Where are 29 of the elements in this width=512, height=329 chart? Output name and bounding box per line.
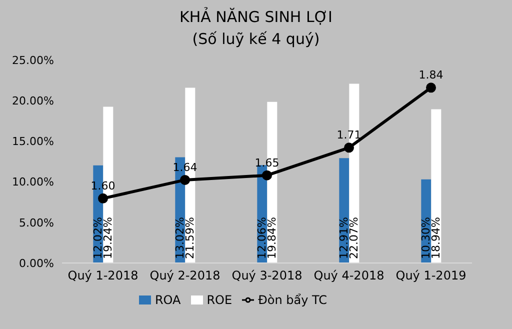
data-label: 1.84: [418, 68, 444, 82]
legend-label: ROE: [206, 293, 232, 307]
data-label: 19.84%: [266, 217, 279, 259]
point: [344, 142, 354, 153]
y-tick-label: 25.00%: [12, 54, 54, 67]
data-label: 21.59%: [184, 217, 197, 259]
point: [98, 193, 108, 204]
point: [180, 174, 190, 185]
x-tick-label: Quý 1-2018: [68, 268, 138, 283]
y-tick-label: 10.00%: [12, 176, 54, 189]
point: [262, 170, 272, 180]
point: [426, 82, 436, 93]
legend-label: ROA: [154, 293, 181, 307]
y-tick-label: 0.00%: [19, 256, 54, 270]
data-label: 1.71: [336, 128, 362, 142]
data-label: 19.24%: [102, 217, 115, 259]
data-label: 1.65: [254, 156, 280, 170]
x-tick-label: Quý 3-2018: [232, 268, 302, 283]
y-tick-label: 5.00%: [19, 216, 54, 230]
x-tick-label: Quý 2-2018: [150, 268, 220, 283]
y-tick-label: 20.00%: [12, 94, 54, 108]
chart-title: KHẢ NĂNG SINH LỢI: [178, 6, 334, 28]
legend-label: Đòn bẩy TC: [258, 293, 328, 307]
x-tick-label: Quý 1-2019: [396, 268, 466, 283]
data-label: 22.07%: [348, 217, 361, 259]
x-tick-label: Quý 4-2018: [314, 268, 384, 283]
chart-subtitle: (Số luỹ kế 4 quý): [191, 29, 321, 50]
data-label: 18.94%: [430, 217, 443, 259]
y-tick-label: 15.00%: [12, 135, 54, 148]
